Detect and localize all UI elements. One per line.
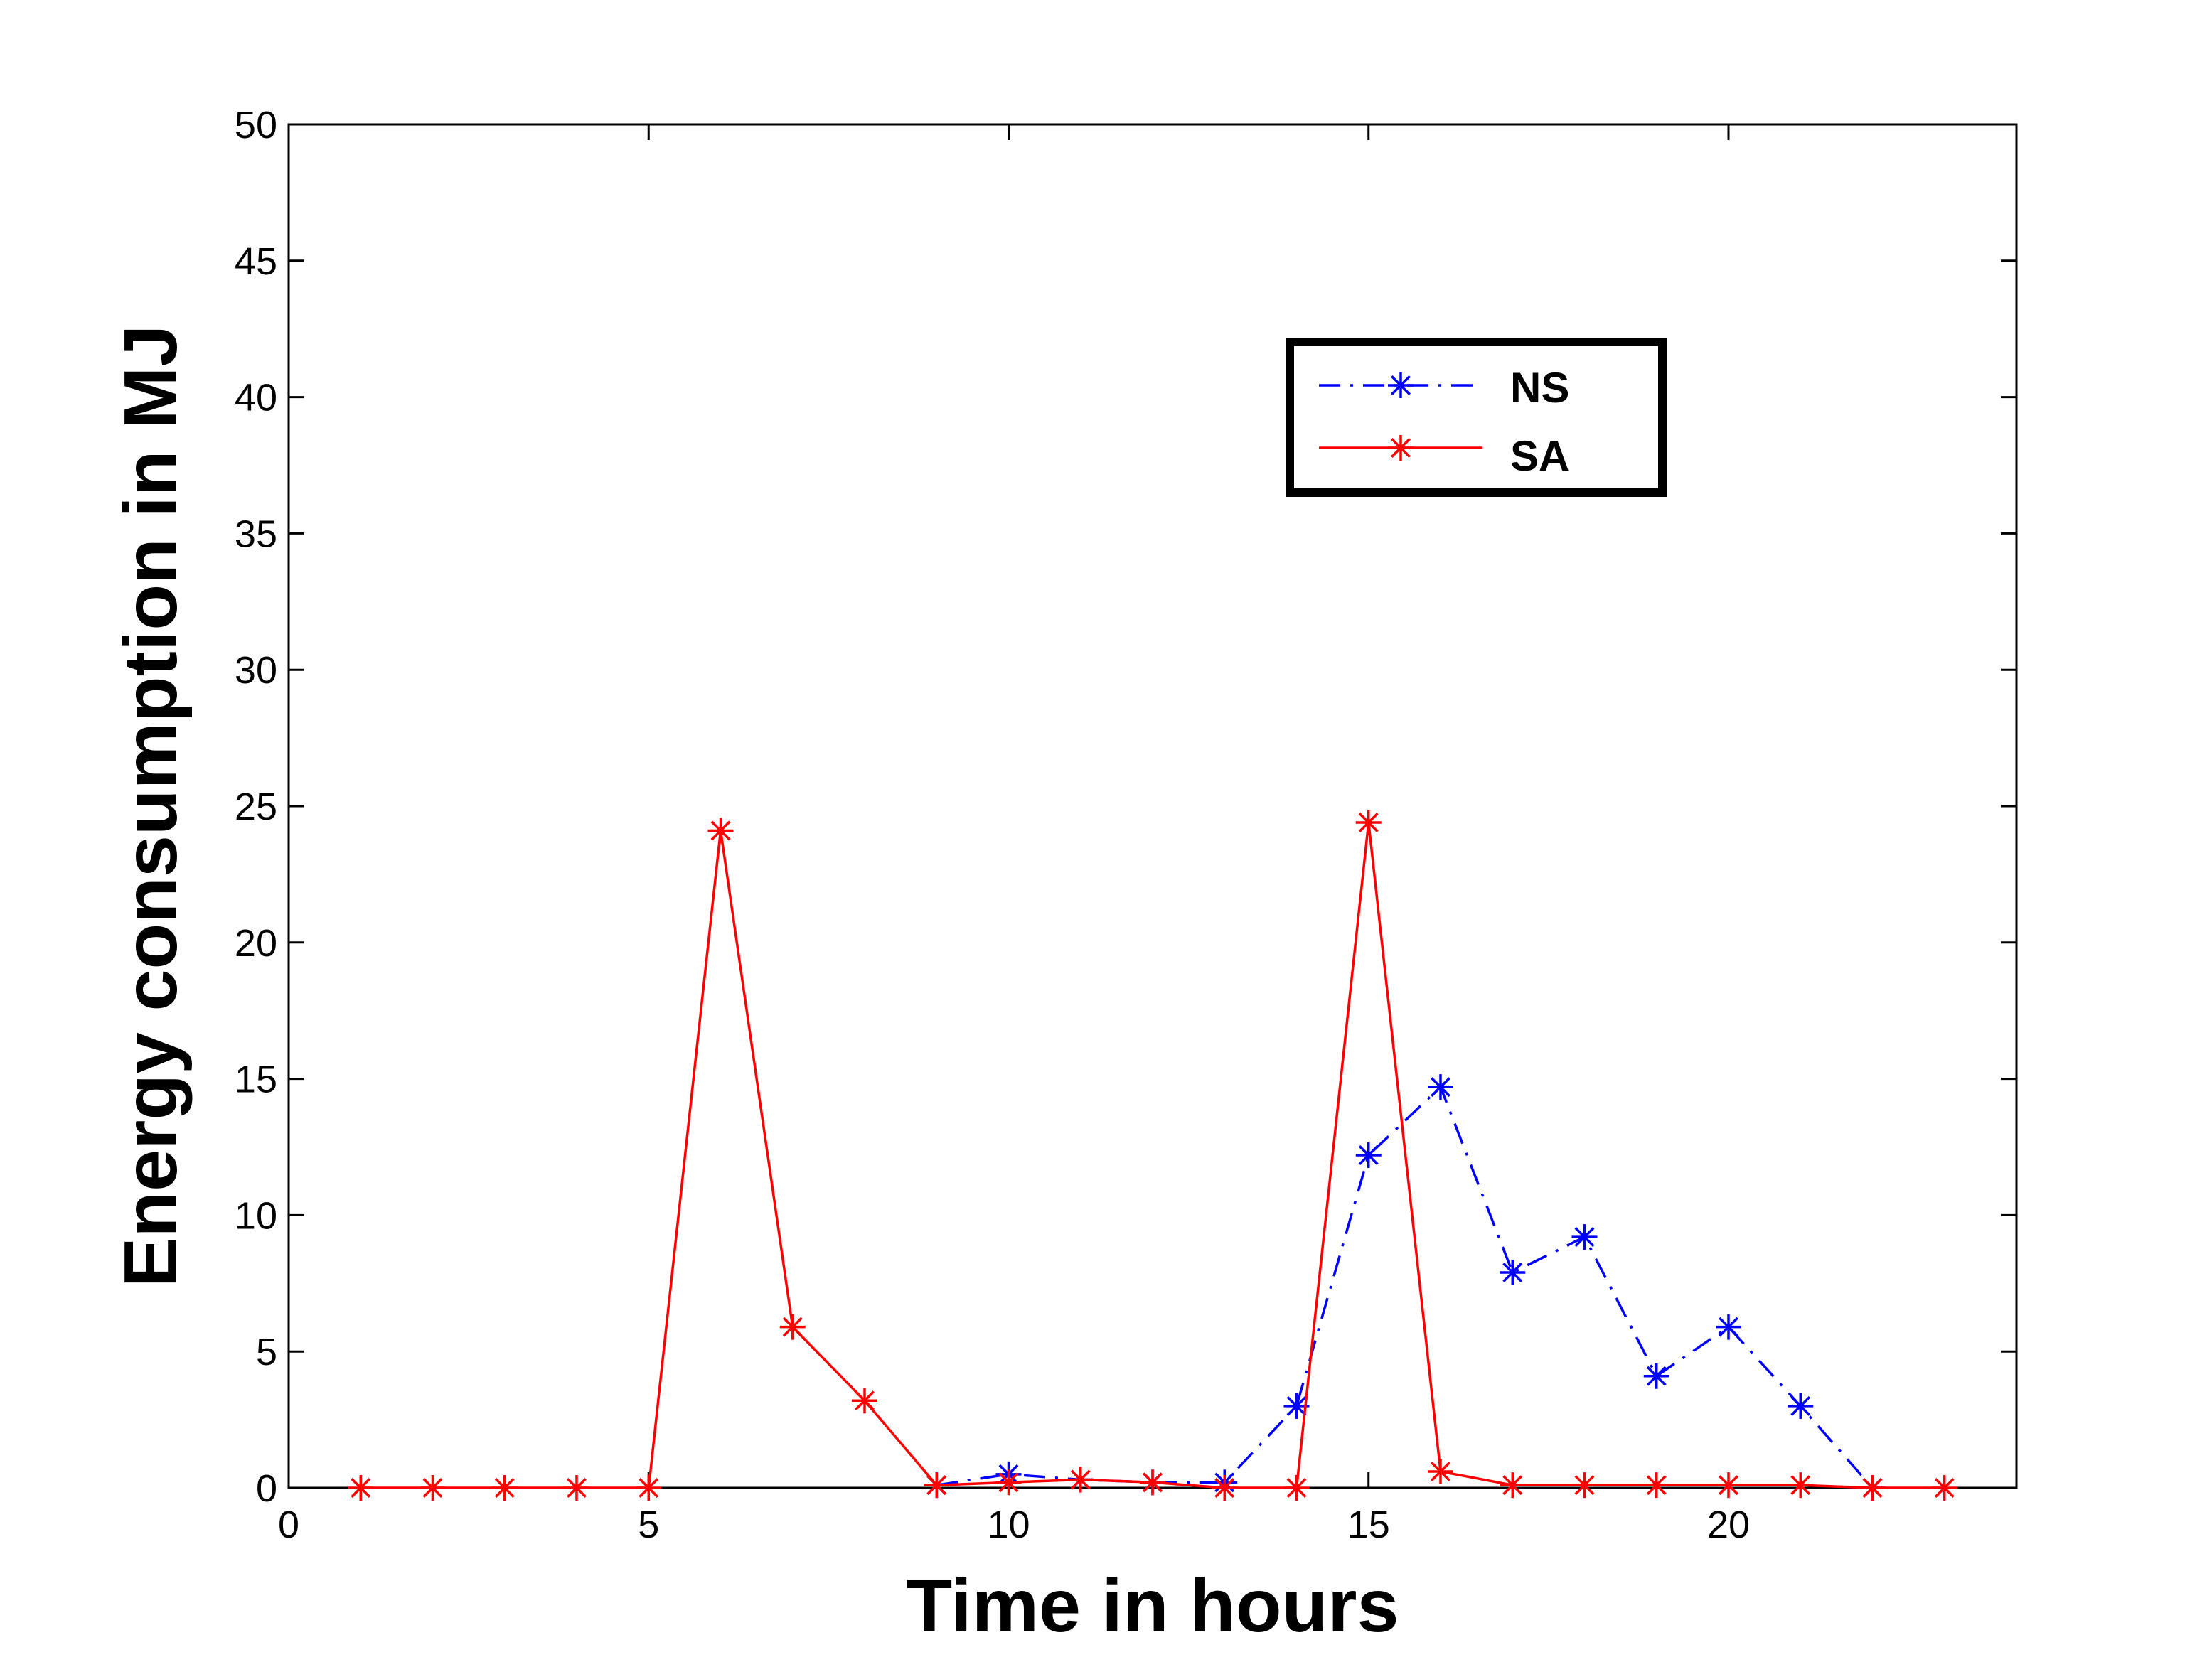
data-point-sa [779,1314,806,1340]
data-point-ns [1283,1393,1310,1419]
data-point-sa [1716,1472,1741,1499]
legend: NS SA [1286,338,1667,497]
data-point-ns [1788,1393,1814,1419]
y-tick-label: 15 [235,1058,277,1101]
y-tick-label: 10 [235,1194,277,1237]
data-point-sa [1067,1467,1094,1493]
data-point-ns [1428,1074,1453,1100]
y-tick-label: 25 [235,786,277,828]
data-point-sa [995,1469,1022,1496]
data-point-sa [1571,1472,1598,1499]
plot-area [287,123,2018,1489]
y-tick-label: 50 [235,104,277,146]
legend-label-ns: NS [1510,364,1569,412]
y-axis: 0 5 10 15 20 25 30 35 40 45 50 [235,104,2016,1510]
data-point-sa [852,1388,877,1414]
y-tick-label: 0 [256,1467,277,1510]
series-layer [348,810,1957,1501]
data-point-sa [1859,1475,1886,1501]
data-point-sa [707,818,734,844]
y-tick-label: 20 [235,922,277,965]
x-tick-label: 10 [987,1503,1030,1546]
y-tick-label: 5 [256,1331,277,1373]
legend-marker [1388,435,1414,461]
data-point-sa [1140,1469,1165,1496]
data-point-sa [564,1475,589,1501]
data-point-sa [1428,1458,1453,1484]
x-tick-label: 20 [1707,1503,1750,1546]
legend-label-sa: SA [1510,432,1569,480]
data-point-sa [1355,810,1382,836]
data-point-sa [491,1475,518,1501]
y-tick-label: 30 [235,649,277,692]
data-point-sa [924,1472,950,1499]
data-point-sa [1931,1475,1957,1501]
y-axis-title: Energy consumption in MJ [109,325,193,1288]
legend-marker [1388,372,1414,398]
legend-entry-sa [1319,435,1482,461]
y-tick-label: 40 [235,377,277,419]
data-point-sa [1212,1475,1238,1501]
x-tick-label: 15 [1347,1503,1390,1546]
x-tick-label: 0 [278,1503,299,1546]
data-point-ns [1571,1224,1598,1250]
data-point-sa [1643,1472,1669,1499]
y-tick-label: 35 [235,513,277,555]
data-point-sa [636,1475,662,1501]
data-point-ns [1500,1259,1526,1285]
series-sa [348,810,1957,1501]
x-tick-label: 5 [638,1503,659,1546]
legend-box [1286,338,1667,497]
y-tick-label: 45 [235,240,277,283]
data-point-ns [1643,1363,1669,1389]
data-point-sa [348,1475,374,1501]
legend-entry-ns [1319,372,1482,398]
data-point-sa [1283,1475,1310,1501]
data-point-sa [1500,1472,1526,1499]
data-point-ns [1355,1142,1382,1169]
x-axis-title: Time in hours [906,1564,1399,1648]
data-point-ns [1716,1314,1741,1340]
data-point-sa [1788,1472,1814,1499]
data-point-sa [420,1475,446,1501]
